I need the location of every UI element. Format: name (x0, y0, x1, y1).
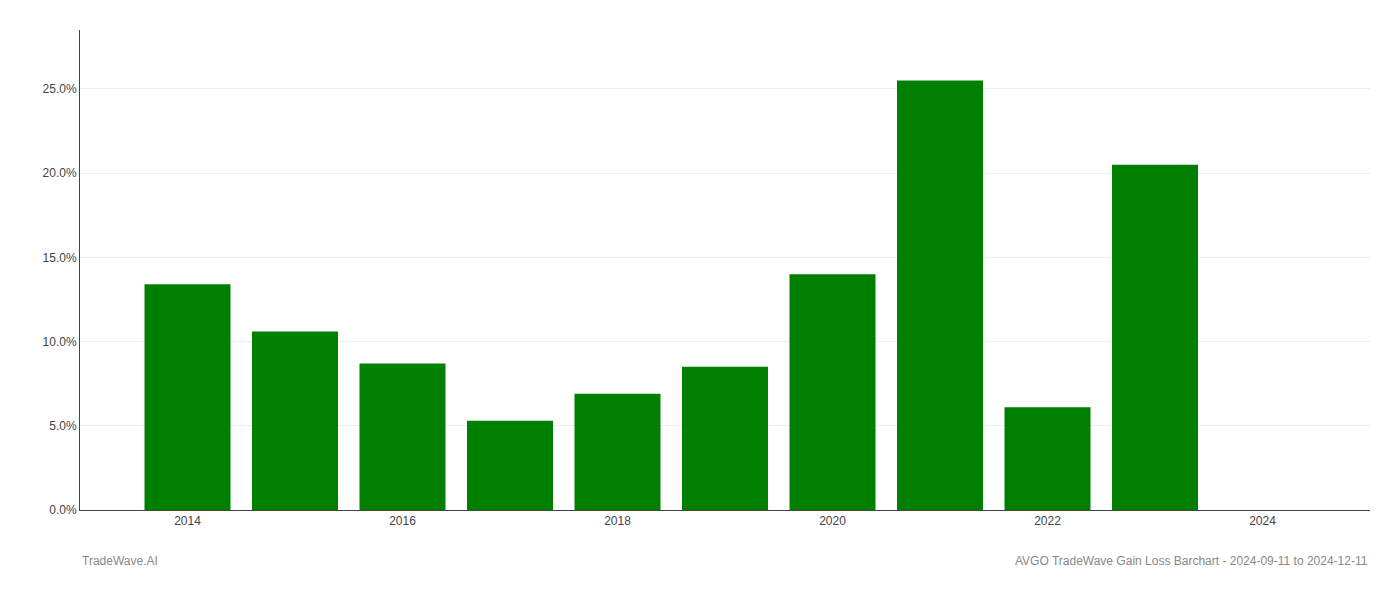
svg-text:2016: 2016 (389, 514, 416, 528)
svg-text:25.0%: 25.0% (43, 82, 77, 96)
svg-text:AVGO TradeWave Gain Loss Barch: AVGO TradeWave Gain Loss Barchart - 2024… (1015, 554, 1368, 568)
svg-text:2014: 2014 (174, 514, 201, 528)
svg-text:2024: 2024 (1249, 514, 1276, 528)
svg-text:2022: 2022 (1034, 514, 1061, 528)
svg-text:2020: 2020 (819, 514, 846, 528)
svg-text:2018: 2018 (604, 514, 631, 528)
svg-text:15.0%: 15.0% (43, 251, 77, 265)
svg-text:20.0%: 20.0% (43, 166, 77, 180)
svg-text:TradeWave.AI: TradeWave.AI (82, 554, 158, 568)
svg-text:5.0%: 5.0% (49, 419, 77, 433)
svg-text:0.0%: 0.0% (49, 503, 77, 517)
svg-text:10.0%: 10.0% (43, 335, 77, 349)
